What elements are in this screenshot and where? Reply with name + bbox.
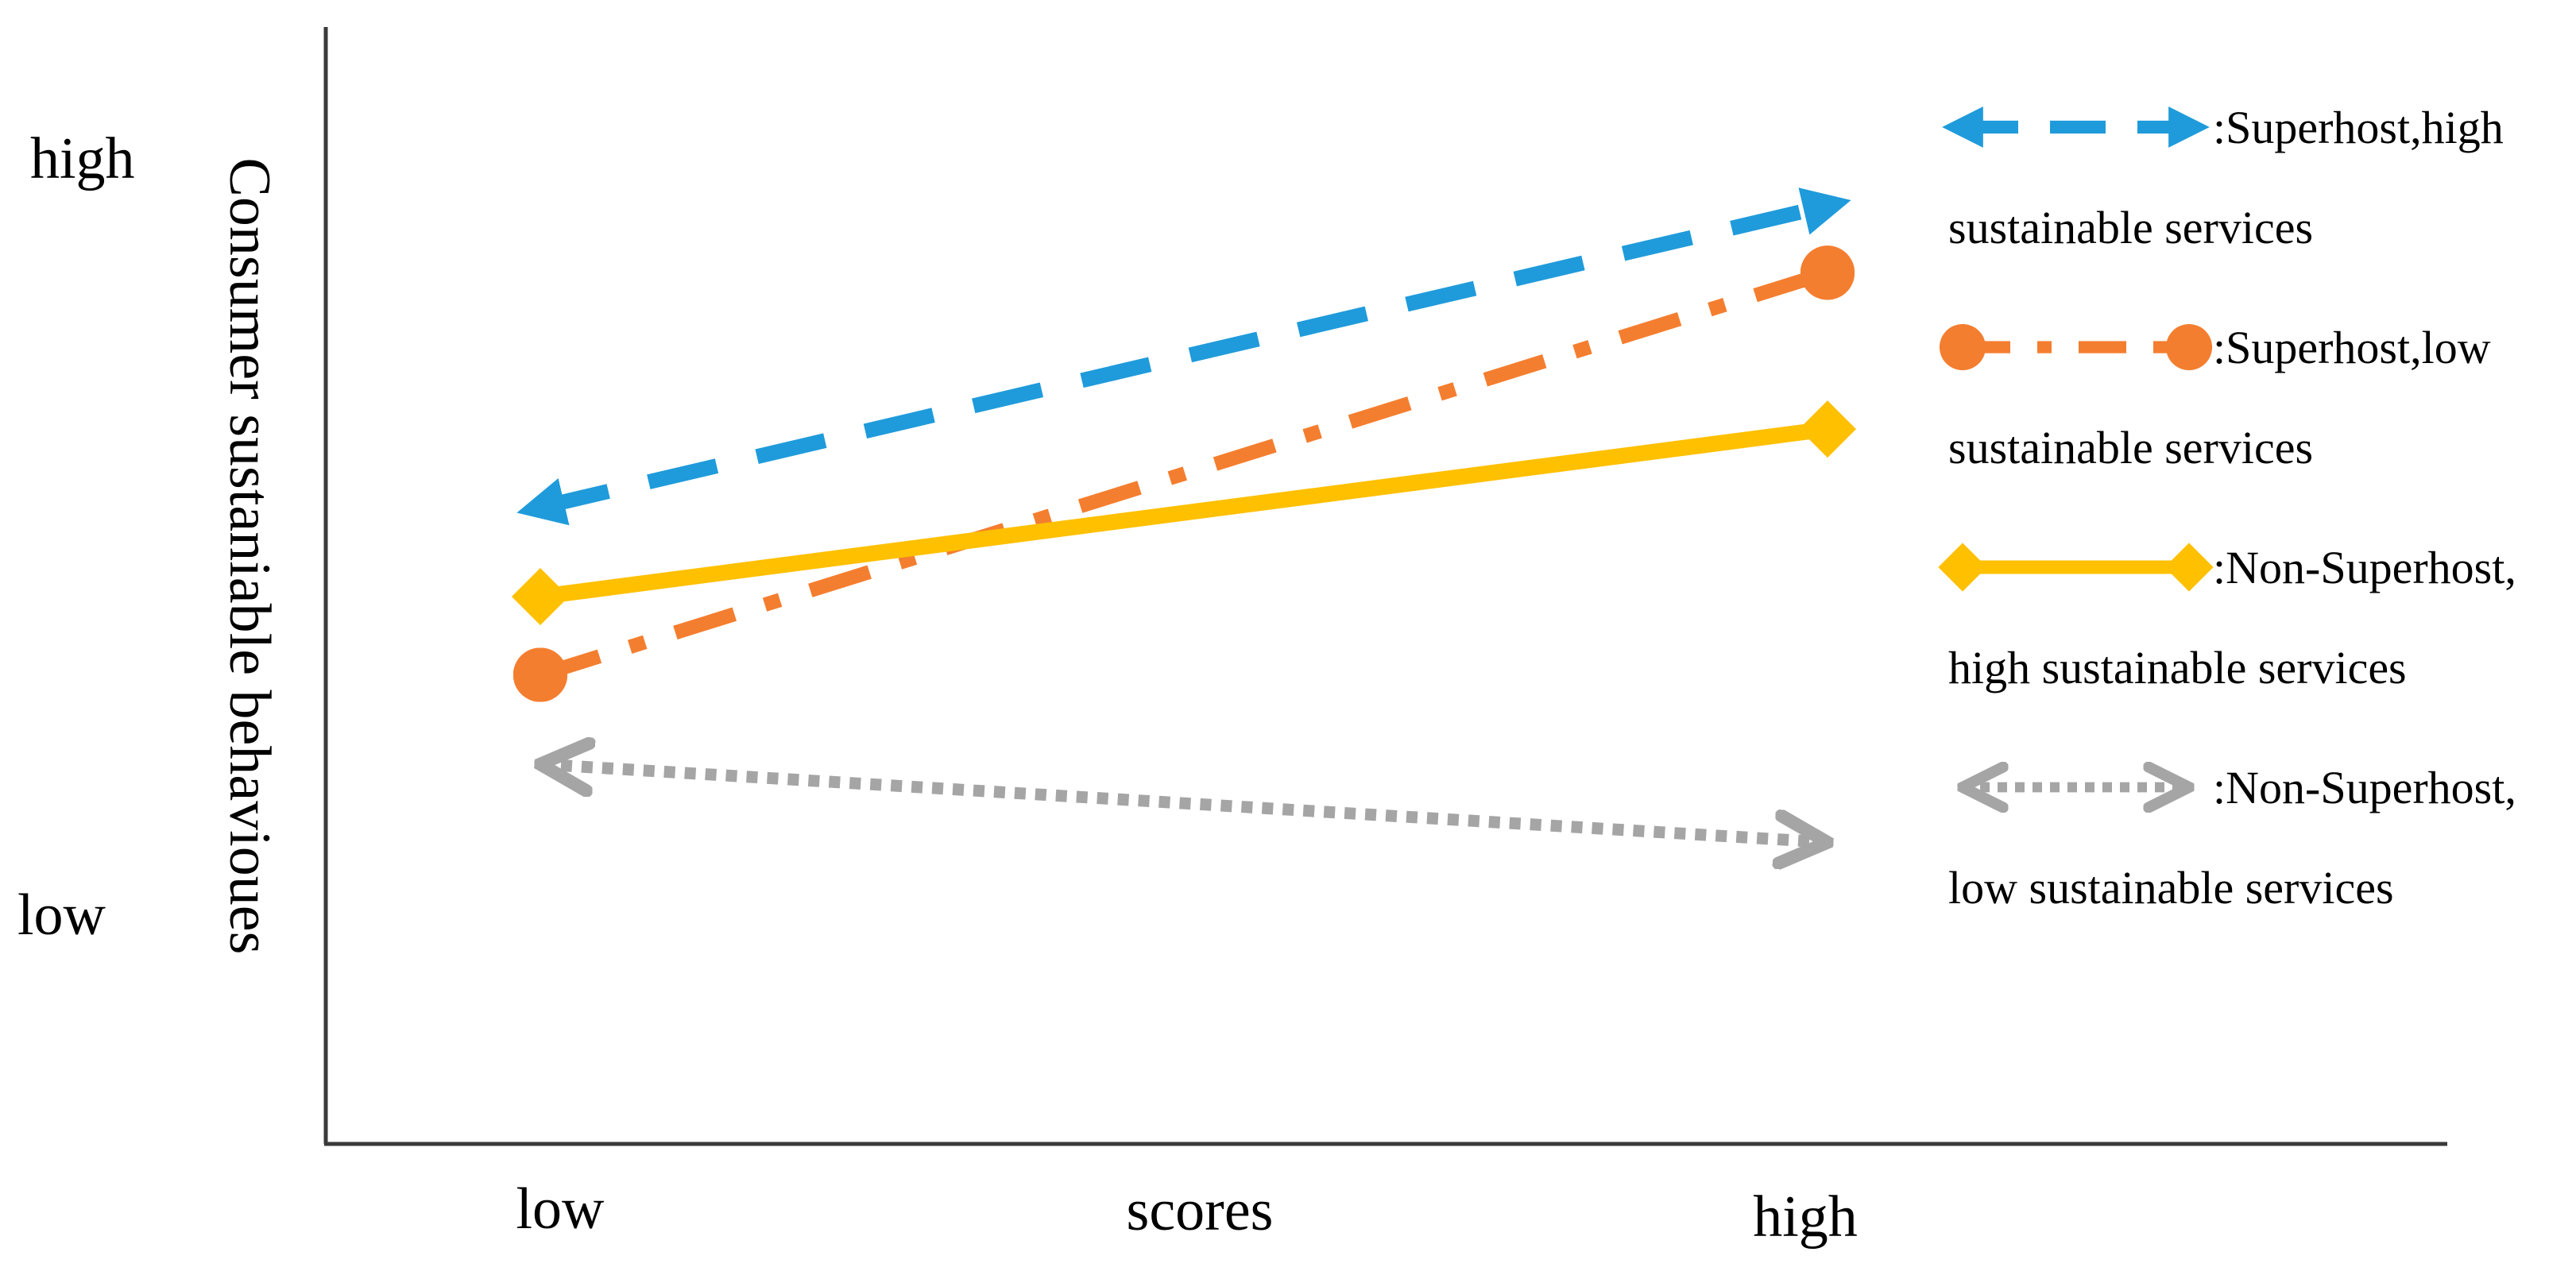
legend-label-1-line-1: :Superhost,high [2213, 102, 2504, 153]
y-tick-label-high: high [30, 126, 135, 191]
legend-label-4-line-2: low sustainable services [1948, 862, 2394, 914]
series-line-2 [512, 245, 1855, 702]
legend-label-2-line-1: :Superhost,low [2213, 322, 2491, 373]
legend-label-3-line-1: :Non-Superhost, [2213, 542, 2516, 593]
legend-label-3-line-2: high sustainable services [1948, 642, 2407, 694]
series-line-3 [512, 400, 1856, 626]
series-line-4 [540, 764, 1828, 842]
legend-label-4-line-1: :Non-Superhost, [2213, 762, 2516, 813]
y-tick-label-low: low [17, 883, 106, 948]
y-axis-title: Consumer sustaniable behavioues [217, 158, 282, 955]
legend: :Superhost,high sustainable services :Supe… [1938, 102, 2516, 914]
legend-label-2-line-2: sustainable services [1948, 422, 2313, 473]
x-tick-label-high: high [1753, 1184, 1858, 1250]
series-layer [512, 187, 1856, 843]
x-tick-label-low: low [516, 1176, 605, 1242]
x-axis-title: scores [1127, 1178, 1274, 1243]
legend-label-1-line-2: sustainable services [1948, 202, 2313, 253]
